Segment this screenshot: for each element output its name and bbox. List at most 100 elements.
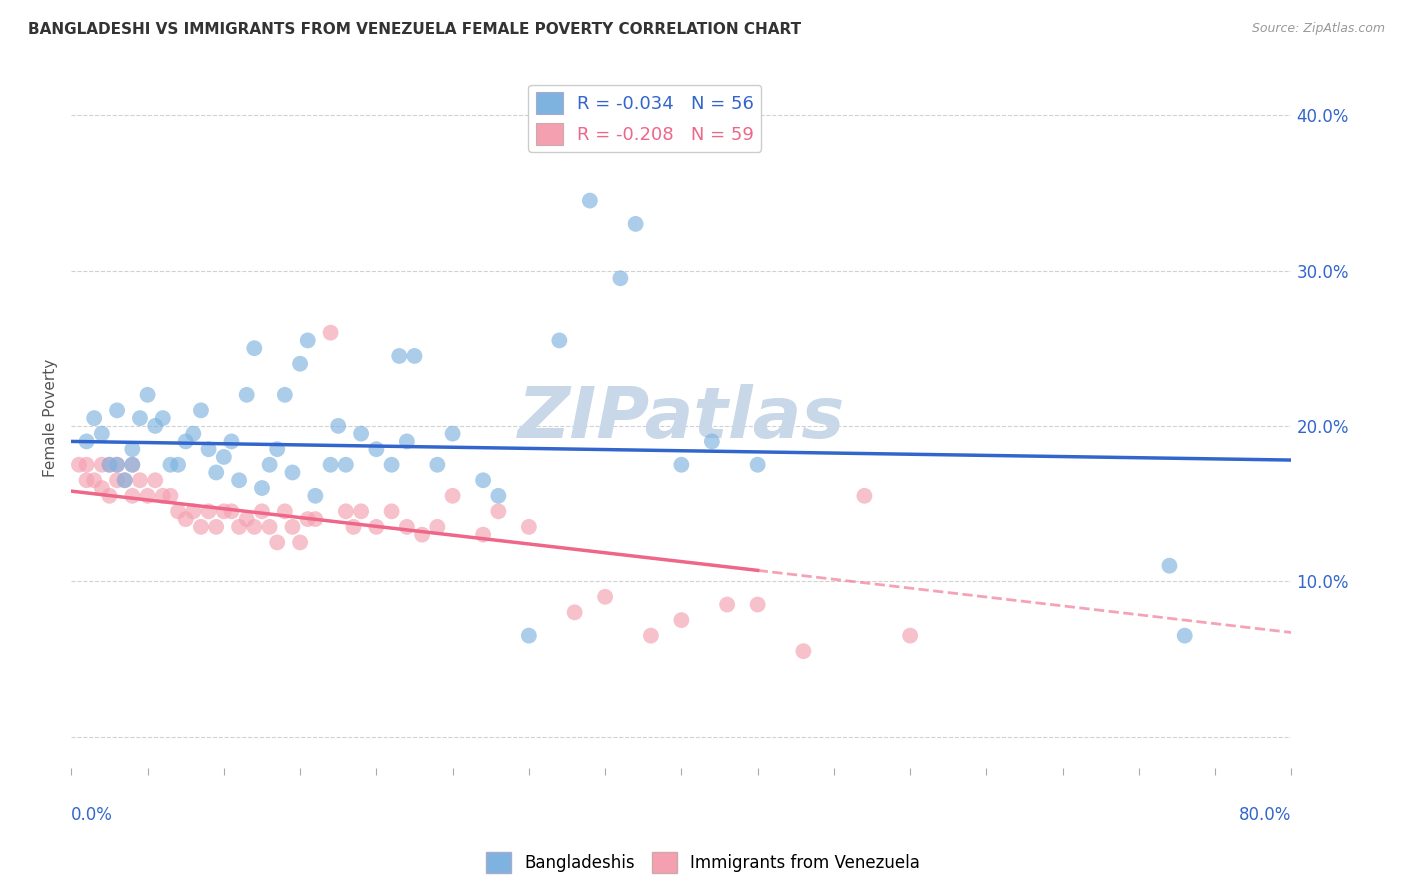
Point xyxy=(288,535,311,549)
Point xyxy=(121,458,143,472)
Point xyxy=(404,349,426,363)
Point xyxy=(266,535,288,549)
Point xyxy=(274,504,297,518)
Point xyxy=(381,458,404,472)
Point xyxy=(898,629,921,643)
Text: BANGLADESHI VS IMMIGRANTS FROM VENEZUELA FEMALE POVERTY CORRELATION CHART: BANGLADESHI VS IMMIGRANTS FROM VENEZUELA… xyxy=(28,22,801,37)
Point xyxy=(395,434,418,449)
Point xyxy=(76,473,98,487)
Point xyxy=(212,504,235,518)
Y-axis label: Female Poverty: Female Poverty xyxy=(44,359,58,477)
Point xyxy=(159,489,181,503)
Point xyxy=(297,512,319,526)
Point xyxy=(114,473,136,487)
Point xyxy=(342,520,364,534)
Point xyxy=(167,458,190,472)
Point xyxy=(235,512,257,526)
Point xyxy=(335,458,357,472)
Point xyxy=(671,458,693,472)
Point xyxy=(319,458,342,472)
Point xyxy=(221,434,243,449)
Point xyxy=(183,504,205,518)
Point xyxy=(76,458,98,472)
Point xyxy=(129,473,152,487)
Point xyxy=(90,426,112,441)
Point xyxy=(640,629,662,643)
Point xyxy=(235,388,257,402)
Point xyxy=(105,403,128,417)
Point xyxy=(266,442,288,457)
Text: 80.0%: 80.0% xyxy=(1239,806,1292,824)
Point xyxy=(83,411,105,425)
Point xyxy=(159,458,181,472)
Point xyxy=(564,605,586,619)
Point xyxy=(114,473,136,487)
Point xyxy=(274,388,297,402)
Point xyxy=(671,613,693,627)
Point xyxy=(197,442,219,457)
Point xyxy=(259,520,281,534)
Point xyxy=(221,504,243,518)
Point xyxy=(297,334,319,348)
Point xyxy=(190,520,212,534)
Point xyxy=(304,512,326,526)
Point xyxy=(366,520,388,534)
Point xyxy=(388,349,411,363)
Point xyxy=(105,473,128,487)
Point xyxy=(143,473,166,487)
Text: ZIPatlas: ZIPatlas xyxy=(517,384,845,452)
Point xyxy=(143,418,166,433)
Point xyxy=(167,504,190,518)
Point xyxy=(609,271,631,285)
Point xyxy=(105,458,128,472)
Point xyxy=(486,504,509,518)
Point xyxy=(395,520,418,534)
Point xyxy=(205,466,228,480)
Point xyxy=(136,388,159,402)
Point xyxy=(228,473,250,487)
Point xyxy=(792,644,814,658)
Point xyxy=(136,489,159,503)
Point xyxy=(579,194,602,208)
Point xyxy=(121,458,143,472)
Point xyxy=(243,520,266,534)
Point xyxy=(700,434,723,449)
Point xyxy=(288,357,311,371)
Point xyxy=(90,458,112,472)
Point xyxy=(152,411,174,425)
Point xyxy=(853,489,876,503)
Point xyxy=(105,458,128,472)
Point xyxy=(624,217,647,231)
Point xyxy=(129,411,152,425)
Point xyxy=(212,450,235,464)
Point xyxy=(381,504,404,518)
Point xyxy=(548,334,571,348)
Point xyxy=(250,504,273,518)
Point xyxy=(1174,629,1197,643)
Point xyxy=(426,458,449,472)
Point xyxy=(441,426,464,441)
Point xyxy=(250,481,273,495)
Point xyxy=(98,489,121,503)
Point xyxy=(243,341,266,355)
Point xyxy=(472,473,495,487)
Point xyxy=(335,504,357,518)
Point xyxy=(328,418,350,433)
Point xyxy=(319,326,342,340)
Point xyxy=(197,504,219,518)
Point xyxy=(152,489,174,503)
Point xyxy=(517,629,540,643)
Text: 0.0%: 0.0% xyxy=(72,806,114,824)
Point xyxy=(441,489,464,503)
Point xyxy=(1159,558,1181,573)
Point xyxy=(90,481,112,495)
Point xyxy=(350,504,373,518)
Point xyxy=(281,466,304,480)
Point xyxy=(174,434,197,449)
Point xyxy=(67,458,90,472)
Point xyxy=(174,512,197,526)
Point xyxy=(304,489,326,503)
Point xyxy=(121,442,143,457)
Point xyxy=(121,489,143,503)
Point xyxy=(426,520,449,534)
